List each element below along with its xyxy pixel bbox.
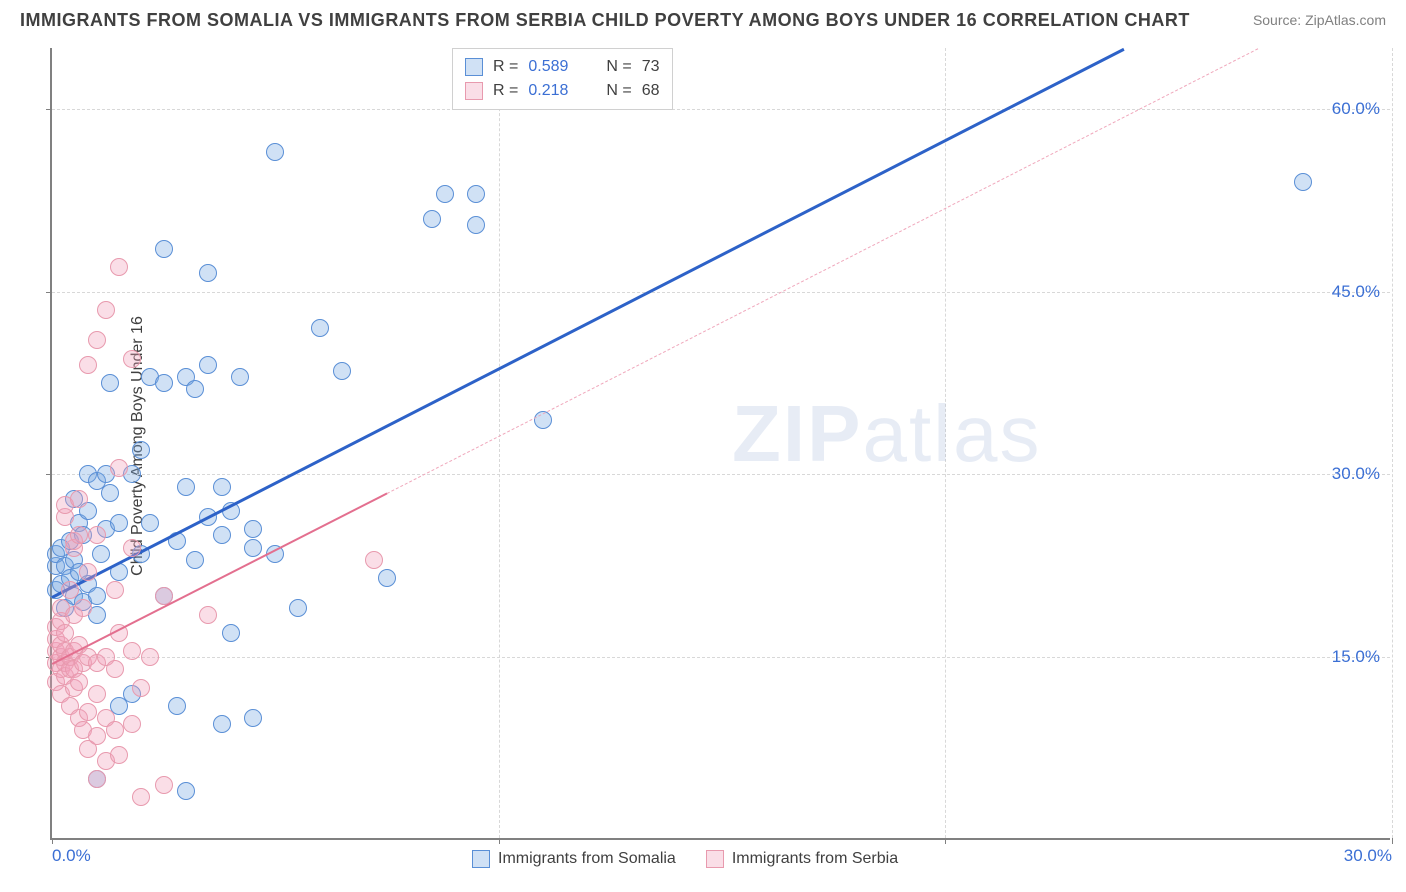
- legend-swatch-serbia: [465, 82, 483, 100]
- data-point-serbia: [79, 563, 97, 581]
- legend-swatch-serbia: [706, 850, 724, 868]
- data-point-serbia: [132, 788, 150, 806]
- data-point-somalia: [213, 478, 231, 496]
- data-point-somalia: [155, 240, 173, 258]
- data-point-serbia: [88, 727, 106, 745]
- data-point-serbia: [70, 490, 88, 508]
- data-point-somalia: [222, 624, 240, 642]
- data-point-serbia: [106, 660, 124, 678]
- data-point-somalia: [132, 441, 150, 459]
- trend-line: [51, 48, 1124, 599]
- data-point-serbia: [110, 459, 128, 477]
- gridline-h: [52, 474, 1390, 475]
- data-point-somalia: [213, 715, 231, 733]
- data-point-serbia: [88, 526, 106, 544]
- data-point-serbia: [88, 685, 106, 703]
- legend-series: Immigrants from Somalia Immigrants from S…: [472, 850, 898, 868]
- y-tick-label: 45.0%: [1332, 282, 1380, 302]
- data-point-serbia: [70, 526, 88, 544]
- data-point-somalia: [168, 697, 186, 715]
- data-point-serbia: [97, 301, 115, 319]
- data-point-somalia: [213, 526, 231, 544]
- data-point-somalia: [186, 380, 204, 398]
- gridline-h: [52, 109, 1390, 110]
- data-point-somalia: [231, 368, 249, 386]
- data-point-serbia: [155, 776, 173, 794]
- data-point-serbia: [88, 331, 106, 349]
- source-credit: Source: ZipAtlas.com: [1253, 12, 1386, 28]
- data-point-serbia: [132, 679, 150, 697]
- data-point-serbia: [199, 606, 217, 624]
- data-point-somalia: [378, 569, 396, 587]
- data-point-somalia: [244, 539, 262, 557]
- legend-stats: R = 0.589N = 73R = 0.218N = 68: [452, 48, 673, 110]
- data-point-somalia: [423, 210, 441, 228]
- scatter-plot: 15.0%30.0%45.0%60.0%0.0%30.0%ZIPatlasR =…: [50, 48, 1390, 840]
- data-point-somalia: [333, 362, 351, 380]
- gridline-h: [52, 292, 1390, 293]
- data-point-serbia: [79, 703, 97, 721]
- data-point-serbia: [70, 673, 88, 691]
- data-point-serbia: [79, 356, 97, 374]
- y-tick-label: 30.0%: [1332, 464, 1380, 484]
- trend-line: [387, 48, 1258, 494]
- data-point-somalia: [110, 514, 128, 532]
- data-point-somalia: [186, 551, 204, 569]
- data-point-somalia: [289, 599, 307, 617]
- data-point-serbia: [123, 642, 141, 660]
- data-point-somalia: [244, 520, 262, 538]
- data-point-somalia: [199, 264, 217, 282]
- data-point-somalia: [436, 185, 454, 203]
- y-tick-label: 60.0%: [1332, 99, 1380, 119]
- data-point-serbia: [123, 539, 141, 557]
- data-point-somalia: [244, 709, 262, 727]
- gridline-v: [499, 48, 500, 838]
- legend-swatch-somalia: [465, 58, 483, 76]
- data-point-serbia: [106, 581, 124, 599]
- data-point-serbia: [106, 721, 124, 739]
- legend-label-somalia: Immigrants from Somalia: [498, 850, 676, 868]
- data-point-serbia: [74, 599, 92, 617]
- data-point-serbia: [88, 770, 106, 788]
- data-point-somalia: [92, 545, 110, 563]
- data-point-serbia: [141, 648, 159, 666]
- data-point-serbia: [61, 581, 79, 599]
- gridline-h: [52, 657, 1390, 658]
- data-point-somalia: [177, 782, 195, 800]
- data-point-somalia: [155, 374, 173, 392]
- data-point-serbia: [110, 258, 128, 276]
- data-point-somalia: [199, 356, 217, 374]
- data-point-somalia: [311, 319, 329, 337]
- data-point-somalia: [467, 185, 485, 203]
- data-point-serbia: [110, 746, 128, 764]
- data-point-serbia: [123, 350, 141, 368]
- gridline-v: [945, 48, 946, 838]
- data-point-somalia: [101, 484, 119, 502]
- data-point-somalia: [1294, 173, 1312, 191]
- trend-line: [52, 493, 388, 665]
- legend-label-serbia: Immigrants from Serbia: [732, 850, 898, 868]
- data-point-somalia: [141, 514, 159, 532]
- data-point-somalia: [266, 143, 284, 161]
- data-point-serbia: [123, 715, 141, 733]
- gridline-v: [1392, 48, 1393, 838]
- page-title: IMMIGRANTS FROM SOMALIA VS IMMIGRANTS FR…: [20, 10, 1190, 31]
- data-point-somalia: [177, 478, 195, 496]
- x-tick-label: 0.0%: [52, 846, 91, 866]
- data-point-serbia: [365, 551, 383, 569]
- legend-swatch-somalia: [472, 850, 490, 868]
- y-tick-label: 15.0%: [1332, 647, 1380, 667]
- watermark: ZIPatlas: [732, 388, 1041, 480]
- x-tick-label: 30.0%: [1344, 846, 1392, 866]
- data-point-somalia: [467, 216, 485, 234]
- data-point-somalia: [101, 374, 119, 392]
